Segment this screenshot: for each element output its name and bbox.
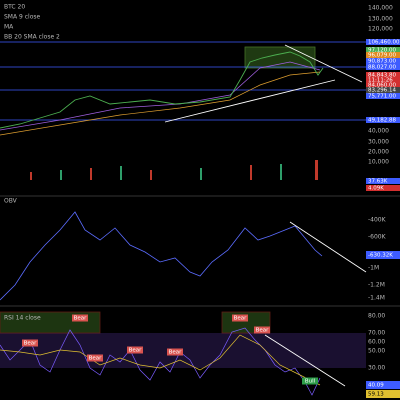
axis-label: -600K <box>368 234 387 241</box>
price-tag-bg <box>366 82 400 88</box>
rsi-tag-bg <box>366 381 400 389</box>
volume-bars <box>30 160 318 180</box>
price-tag-bg <box>366 64 400 70</box>
price-tag: 11:11:26 <box>368 78 393 84</box>
signal-bg <box>254 326 270 334</box>
rsi-tag: 59.13 <box>368 392 384 398</box>
signal-bg <box>232 314 248 322</box>
volume-tag-bg <box>366 185 400 191</box>
signal-label: Bear <box>24 341 38 347</box>
axis-label: -400K <box>368 217 387 224</box>
signal-label: Bear <box>256 328 270 334</box>
signal-label: Bear <box>89 356 103 362</box>
axis-label: -1M <box>368 265 379 272</box>
signal-bg <box>72 314 88 322</box>
axis-label: 70.00 <box>368 330 385 337</box>
price-tag: 49,182.88 <box>368 118 396 124</box>
rsi-tag: 40.09 <box>368 383 384 389</box>
volume-bars <box>60 164 282 180</box>
obv-line <box>0 211 323 301</box>
price-tag: 90,873.00 <box>368 59 396 65</box>
price-tags: 106,460.00 97,120.0096,079.0090,873.0088,… <box>366 39 400 192</box>
axis-label: 140,000 <box>368 5 393 12</box>
legend-symbol: BTC 20 <box>4 4 25 11</box>
zone-box <box>244 46 316 69</box>
trend-line <box>289 221 367 273</box>
price-tag-bg <box>366 87 400 93</box>
axis-label: 20,000 <box>368 149 389 156</box>
volume-tag: 4.09K <box>368 186 384 192</box>
axis-label: 130,000 <box>368 16 393 23</box>
signal-label: Bear <box>74 316 88 322</box>
volume-tag-bg <box>366 178 400 184</box>
price-tag-bg <box>366 47 400 53</box>
obv-label: OBV <box>4 198 18 205</box>
price-tag: 83,296.14 <box>368 88 396 94</box>
bb-line <box>0 61 321 131</box>
trend-lines <box>164 44 363 123</box>
price-tag: 106,460.00 <box>368 40 400 46</box>
signal-label: Bear <box>234 316 248 322</box>
axis-label: 40,000 <box>368 128 389 135</box>
rsi-line <box>0 327 321 396</box>
price-tag: 97,120.00 <box>368 48 396 54</box>
signal-bg <box>87 354 103 362</box>
axis-label: 120,000 <box>368 26 393 33</box>
signal-bg <box>22 339 38 347</box>
price-tag-bg <box>366 72 400 78</box>
volume-tag: 37.63K <box>368 179 388 185</box>
price-candles <box>0 51 324 129</box>
price-tag: 88,027.00 <box>368 65 396 71</box>
signal-label: Bear <box>129 348 143 354</box>
price-tag-bg <box>366 58 400 64</box>
rsi-label: RSI 14 close <box>4 315 41 322</box>
price-tag-bg <box>366 39 400 45</box>
trend-line <box>264 334 346 387</box>
price-axis: 140,000 130,000 120,000 40,000 30,000 20… <box>368 5 393 166</box>
rsi-ma <box>0 334 321 386</box>
signal-label: Bear <box>169 350 183 356</box>
obv-tag-bg <box>366 251 400 259</box>
signals: Bear Bear Bear Bear Bear Bear Bear Bull <box>22 314 318 385</box>
price-tag: 84,060.00 <box>368 83 396 89</box>
price-tag-bg <box>366 117 400 123</box>
price-tag: 75,771.00 <box>368 94 396 100</box>
obv-tag: -630.32K <box>368 253 393 259</box>
signal-bg <box>302 377 318 385</box>
axis-label: -1.4M <box>368 295 385 302</box>
axis-label: 10,000 <box>368 159 389 166</box>
signal-label: Bull <box>305 379 316 385</box>
axis-label: 30,000 <box>368 139 389 146</box>
price-tag: 96,079.00 <box>368 53 396 59</box>
price-tag-bg <box>366 77 400 83</box>
price-tag: 84,843.80 <box>368 73 396 79</box>
price-tag-bg <box>366 93 400 99</box>
axis-label: -1.2M <box>368 282 385 289</box>
legend-ma: MA <box>4 24 14 31</box>
axis-label: 30.00 <box>368 365 385 372</box>
legend-bb: BB 20 SMA close 2 <box>4 34 60 41</box>
axis-label: 80.00 <box>368 313 385 320</box>
signal-bg <box>167 348 183 356</box>
axis-label: 60.00 <box>368 339 385 346</box>
legend-sma: SMA 9 close <box>4 14 40 21</box>
axis-label: 50.00 <box>368 348 385 355</box>
rsi-tag-bg <box>366 390 400 398</box>
price-tag-bg <box>366 52 400 58</box>
ma-line <box>0 71 321 136</box>
signal-bg <box>127 346 143 354</box>
